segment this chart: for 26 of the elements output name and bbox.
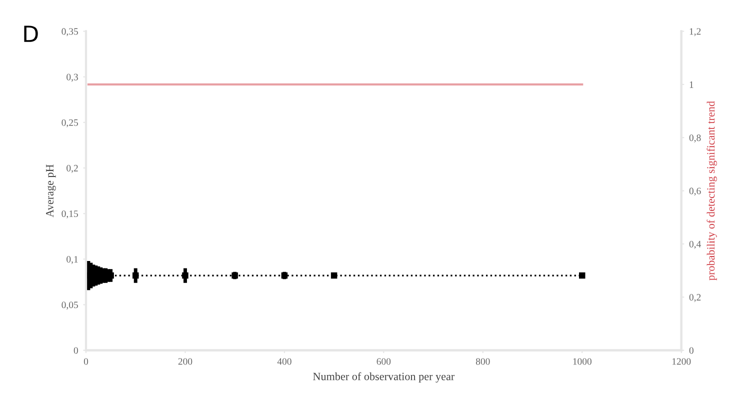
y2-tick-label: 0,6 (689, 188, 701, 196)
x-tick-label: 1000 (573, 358, 592, 365)
y2-axis-title: probability of detecting significant trend (706, 101, 717, 280)
x-tick-label: 1200 (672, 358, 691, 365)
y-tick-label: 0,3 (66, 74, 78, 82)
y2-tick-label: 1 (690, 81, 694, 88)
x-tick-label: 200 (178, 358, 192, 365)
y-tick-label: 0 (74, 347, 78, 354)
x-tick-label: 600 (376, 358, 391, 365)
y-tick-label: 0,1 (66, 256, 78, 264)
y-tick-label: 0,2 (66, 164, 78, 173)
x-tick-label: 400 (277, 358, 292, 365)
y-tick-label: 0,15 (62, 210, 78, 218)
y2-tick-label: 0,4 (689, 240, 701, 249)
y-tick-label: 0,05 (62, 302, 78, 310)
y-tick-label: 0,25 (62, 119, 78, 128)
y-tick-label: 0,35 (62, 28, 78, 36)
y2-tick-label: 0,2 (689, 294, 701, 302)
x-tick-label: 0 (84, 358, 88, 365)
y2-tick-label: 1,2 (690, 28, 701, 36)
x-axis-title: Number of observation per year (313, 372, 455, 383)
y-axis-title: Average pH (46, 164, 56, 218)
x-tick-label: 800 (476, 358, 490, 365)
text: D (24, 26, 38, 42)
y2-tick-label: 0 (689, 347, 694, 354)
y2-tick-label: 0,8 (689, 134, 701, 142)
